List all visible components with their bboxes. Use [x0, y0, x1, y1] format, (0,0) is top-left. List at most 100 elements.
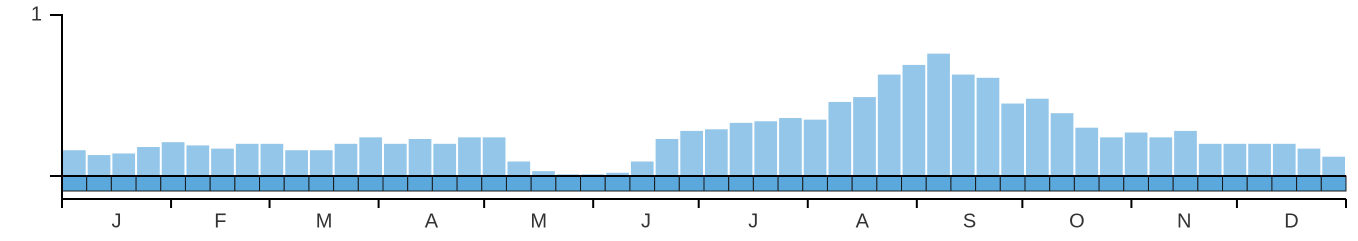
- week-cell: [160, 175, 186, 192]
- bar: [729, 122, 753, 176]
- bar: [458, 137, 481, 176]
- week-cell: [1222, 175, 1248, 192]
- bar: [853, 97, 876, 176]
- bar: [927, 53, 950, 176]
- bar: [976, 77, 1000, 176]
- bar: [285, 150, 308, 176]
- bar: [1272, 143, 1296, 176]
- week-cell: [901, 175, 927, 192]
- bar: [1149, 137, 1173, 176]
- bar: [606, 172, 629, 176]
- week-cell: [382, 175, 409, 192]
- month-label: F: [214, 210, 226, 232]
- month-label: J: [748, 210, 758, 232]
- week-cell: [407, 175, 433, 192]
- week-cell: [456, 175, 483, 192]
- week-cell: [604, 175, 631, 192]
- week-cell: [752, 175, 779, 192]
- bar: [803, 119, 827, 176]
- bar: [112, 153, 136, 176]
- bar: [705, 129, 728, 176]
- week-cell: [283, 175, 310, 192]
- week-cell: [777, 175, 804, 192]
- chart: 1 J F M A M J J A S O N D: [31, 3, 1347, 232]
- week-cell: [728, 175, 754, 192]
- month-label: M: [530, 210, 547, 232]
- bar: [384, 143, 407, 176]
- week-cell: [1246, 175, 1273, 192]
- bar: [532, 171, 555, 176]
- bar: [161, 142, 185, 176]
- week-cell: [1073, 175, 1100, 192]
- week-cell: [86, 175, 112, 192]
- week-cell: [1197, 175, 1224, 192]
- month-label: N: [1177, 210, 1191, 232]
- week-cell: [530, 175, 557, 192]
- bar: [779, 118, 802, 176]
- week-cell: [851, 175, 878, 192]
- month-label: M: [316, 210, 333, 232]
- week-cell: [678, 175, 705, 192]
- week-cell: [629, 175, 656, 192]
- bar: [309, 150, 333, 176]
- week-cell: [555, 175, 582, 192]
- week-cell: [1024, 175, 1051, 192]
- bar: [1050, 113, 1074, 176]
- bar: [902, 64, 926, 176]
- bar: [754, 121, 778, 176]
- bar: [1322, 156, 1345, 176]
- week-cell: [1271, 175, 1298, 192]
- week-cell: [357, 175, 384, 192]
- week-cell: [431, 175, 458, 192]
- bar: [507, 161, 531, 176]
- week-cell: [1320, 175, 1347, 192]
- bar: [877, 74, 901, 176]
- bar: [137, 147, 160, 176]
- week-cell: [654, 175, 680, 192]
- week-cell: [308, 175, 335, 192]
- month-label: S: [963, 210, 976, 232]
- week-cell: [333, 175, 359, 192]
- bar: [630, 161, 654, 176]
- week-cell: [184, 175, 211, 192]
- week-cell: [802, 175, 828, 192]
- week-cell: [234, 175, 261, 192]
- week-cell: [703, 175, 730, 192]
- bar: [211, 148, 234, 176]
- bar: [87, 155, 111, 176]
- week-cell: [481, 175, 507, 192]
- week-cell: [975, 175, 1001, 192]
- month-label: O: [1069, 210, 1085, 232]
- month-label: J: [641, 210, 651, 232]
- bar: [1100, 137, 1123, 176]
- bar: [1001, 103, 1024, 176]
- week-cell: [1098, 175, 1125, 192]
- week-cell: [1147, 175, 1174, 192]
- bar: [655, 138, 679, 176]
- month-label: A: [425, 210, 439, 232]
- month-label: D: [1284, 210, 1298, 232]
- week-cell: [876, 175, 903, 192]
- week-cell: [135, 175, 162, 192]
- bar: [680, 130, 703, 176]
- bar: [1248, 143, 1271, 176]
- bar: [951, 74, 975, 176]
- month-label: A: [856, 210, 870, 232]
- bar: [334, 143, 358, 176]
- week-cell: [950, 175, 977, 192]
- bar: [433, 143, 457, 176]
- bar: [828, 101, 852, 176]
- bar: [1026, 98, 1049, 176]
- week-cell: [1296, 175, 1322, 192]
- week-cell: [505, 175, 532, 192]
- bar: [1124, 132, 1148, 176]
- week-cell: [1123, 175, 1149, 192]
- bar: [1174, 130, 1197, 176]
- week-cell: [826, 175, 853, 192]
- bar: [63, 150, 86, 176]
- week-cell: [209, 175, 236, 192]
- bar: [186, 145, 210, 176]
- week-cell: [925, 175, 952, 192]
- week-cell: [999, 175, 1026, 192]
- bar: [1297, 148, 1321, 176]
